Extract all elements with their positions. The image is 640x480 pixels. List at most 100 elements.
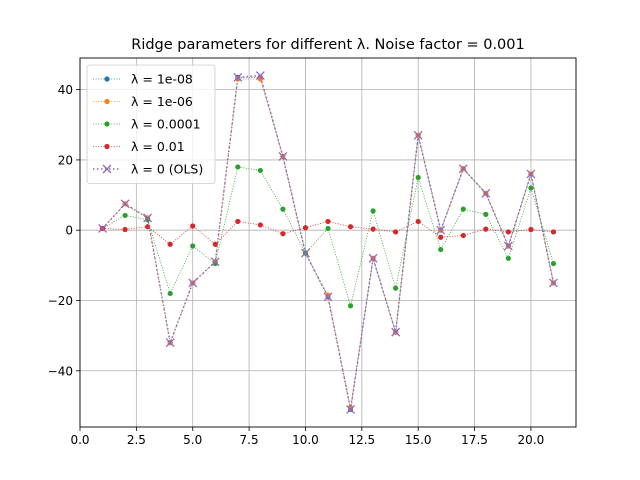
data-point (278, 151, 288, 161)
chart-title: Ridge parameters for different λ. Noise … (131, 37, 524, 53)
data-point (528, 226, 534, 233)
legend-label: λ = 1e-08 (131, 72, 193, 87)
y-tick-label: −40 (48, 364, 73, 378)
data-point (300, 248, 310, 258)
data-point (280, 206, 286, 212)
legend-marker (104, 143, 110, 150)
legend-entry-0: λ = 1e-08 (93, 72, 193, 87)
data-point (548, 278, 558, 288)
data-point (370, 226, 376, 232)
legend-marker (102, 164, 112, 174)
data-point (460, 206, 466, 212)
data-point (415, 218, 421, 225)
data-point (233, 72, 243, 82)
series-2 (99, 164, 557, 309)
legend-entry-4: λ = 0 (OLS) (93, 162, 203, 177)
legend-label: λ = 0.0001 (131, 117, 201, 132)
x-tick-label: 17.5 (461, 433, 488, 447)
plot-frame (79, 57, 577, 428)
data-point (505, 229, 511, 235)
data-point (368, 253, 378, 263)
x-tick-label: 2.5 (127, 433, 146, 447)
data-point (143, 213, 153, 223)
data-point (346, 404, 356, 414)
data-point (438, 234, 444, 240)
x-tick-label: 15.0 (405, 433, 432, 447)
data-point (280, 231, 286, 237)
data-point (325, 218, 331, 225)
data-point (255, 71, 265, 81)
legend: λ = 1e-08 λ = 1e-06 λ = 0.0001 λ = 0.01 λ = … (86, 64, 216, 184)
legend-label: λ = 0.01 (131, 139, 185, 154)
y-tick-label: −20 (48, 294, 73, 308)
data-point (505, 255, 511, 261)
x-tick-label: 7.5 (240, 433, 259, 447)
data-point (122, 226, 128, 233)
legend-entry-3: λ = 0.01 (93, 139, 185, 154)
legend-marker (104, 98, 110, 105)
x-tick-label: 12.5 (348, 433, 375, 447)
legend-frame (86, 64, 216, 184)
data-point (188, 278, 198, 288)
data-point (120, 199, 130, 209)
data-point (483, 226, 489, 232)
y-tick-label: 0 (65, 224, 73, 238)
axes-layer: 0.0 2.5 5.0 7.5 10.0 12.5 15.0 17.5 20.0 −40 −20 0 2… (48, 57, 577, 447)
data-point (436, 225, 446, 235)
data-point (190, 223, 196, 229)
data-point (257, 167, 263, 174)
data-point (98, 223, 108, 233)
x-tick-label: 20.0 (518, 433, 545, 447)
series-line (102, 166, 554, 308)
data-point (302, 225, 309, 231)
data-point (235, 164, 241, 170)
data-point (438, 246, 444, 253)
legend-label: λ = 0 (OLS) (131, 162, 203, 177)
data-point (550, 260, 557, 267)
data-point (526, 169, 536, 179)
data-point (212, 241, 218, 247)
data-point (391, 327, 401, 337)
data-point (415, 174, 421, 181)
data-point (167, 241, 173, 247)
data-point (458, 164, 468, 174)
data-point (145, 224, 151, 230)
data-point (210, 257, 220, 267)
data-point (370, 208, 376, 214)
data-point (347, 224, 354, 230)
x-tick-label: 5.0 (183, 433, 202, 447)
data-point (323, 292, 333, 302)
x-tick-label: 0.0 (70, 433, 89, 447)
legend-marker (104, 76, 110, 82)
data-point (413, 130, 423, 140)
data-point (528, 185, 534, 191)
data-point (257, 222, 263, 228)
data-point (190, 243, 196, 249)
data-point (165, 338, 175, 348)
data-point (481, 188, 491, 198)
data-point (167, 290, 173, 297)
data-point (393, 229, 399, 235)
legend-label: λ = 1e-06 (131, 94, 193, 109)
data-point (347, 303, 354, 309)
series-line (101, 74, 555, 410)
legend-entry-2: λ = 0.0001 (93, 117, 201, 132)
series-4 (98, 71, 558, 414)
data-point (122, 212, 128, 219)
legend-entry-1: λ = 1e-06 (93, 94, 193, 109)
data-point (503, 241, 513, 251)
data-point (325, 225, 331, 232)
data-point (235, 218, 241, 225)
y-tick-label: 40 (58, 83, 73, 97)
legend-marker (104, 121, 110, 127)
data-point (483, 211, 489, 217)
data-point (550, 229, 557, 235)
series-line (102, 220, 554, 245)
series-layer (98, 71, 558, 414)
x-tick-label: 10.0 (292, 433, 319, 447)
data-point (393, 285, 399, 291)
y-tick-label: 20 (58, 153, 73, 167)
data-point (460, 232, 466, 239)
series-3 (99, 218, 557, 247)
